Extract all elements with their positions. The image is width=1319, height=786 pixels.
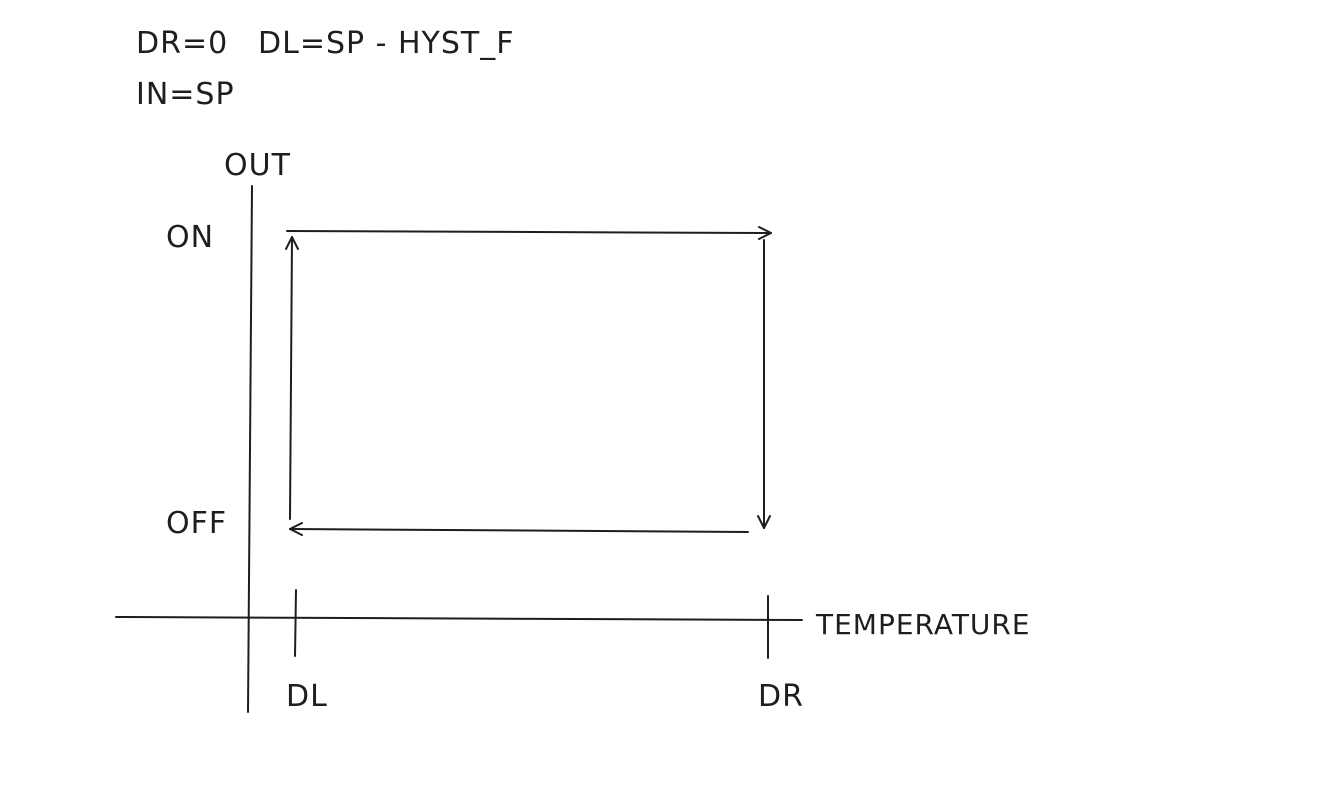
y-axis-label: OUT <box>224 148 291 183</box>
arrow-on-rising <box>286 226 772 240</box>
arrow-off-falling <box>289 522 749 536</box>
tick-dl <box>294 589 297 657</box>
x-axis-label: TEMPERATURE <box>815 608 1031 641</box>
equation-dr: DR=0 <box>136 26 228 61</box>
x-axis <box>115 616 803 621</box>
equation-dl: DL=SP - HYST_F <box>258 26 515 61</box>
tick-label-dr: DR <box>758 679 804 714</box>
tick-label-dl: DL <box>286 679 328 714</box>
arrow-switch-off <box>757 239 771 529</box>
off-level-label: OFF <box>166 506 227 541</box>
y-axis <box>247 185 253 713</box>
equation-in: IN=SP <box>136 77 235 112</box>
arrow-switch-on <box>285 236 299 520</box>
on-level-label: ON <box>166 220 214 255</box>
